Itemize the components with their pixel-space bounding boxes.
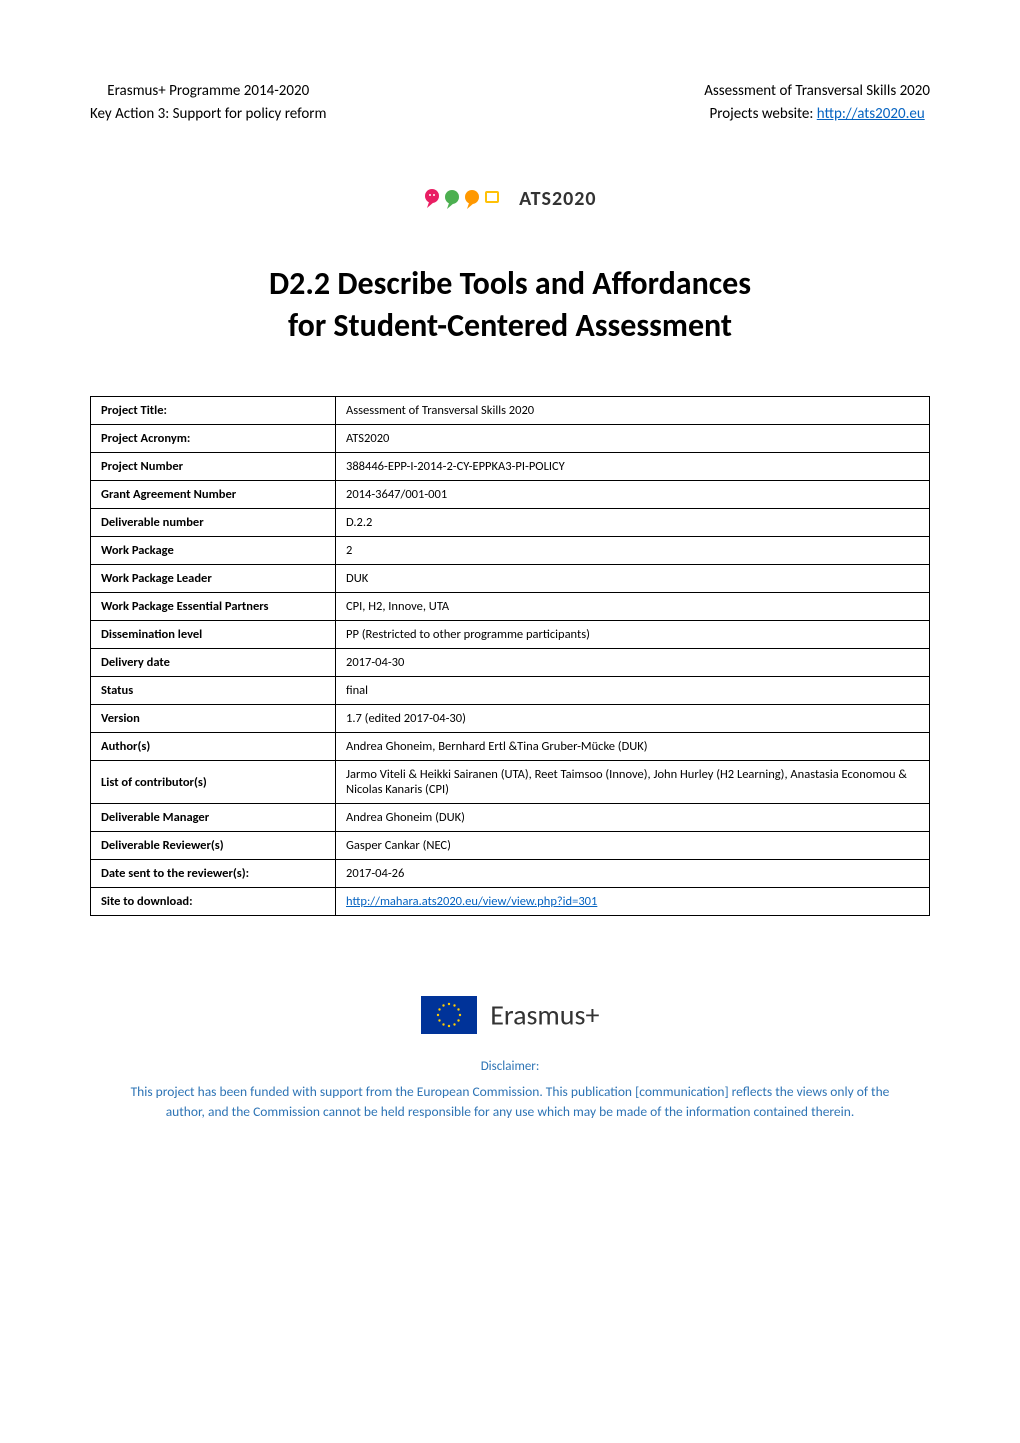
table-label: Project Title: [91, 397, 336, 425]
table-label: Status [91, 677, 336, 705]
table-value: 2017-04-26 [336, 860, 930, 888]
header-left: Erasmus+ Programme 2014-2020 Key Action … [90, 80, 326, 125]
table-value: 1.7 (edited 2017-04-30) [336, 705, 930, 733]
table-value: Andrea Ghoneim (DUK) [336, 804, 930, 832]
table-label: Grant Agreement Number [91, 481, 336, 509]
table-label: List of contributor(s) [91, 761, 336, 804]
table-label: Work Package Essential Partners [91, 593, 336, 621]
table-row: Version1.7 (edited 2017-04-30) [91, 705, 930, 733]
eu-flag-icon [421, 996, 477, 1034]
title-line2: for Student-Centered Assessment [288, 306, 732, 345]
table-label: Date sent to the reviewer(s): [91, 860, 336, 888]
table-value: Andrea Ghoneim, Bernhard Ertl &Tina Grub… [336, 733, 930, 761]
table-value: 388446-EPP-I-2014-2-CY-EPPKA3-PI-POLICY [336, 453, 930, 481]
table-row: Work Package Essential PartnersCPI, H2, … [91, 593, 930, 621]
table-value: final [336, 677, 930, 705]
table-label: Work Package [91, 537, 336, 565]
table-label: Author(s) [91, 733, 336, 761]
logo-text: ATS2020 [519, 187, 596, 211]
table-row: List of contributor(s)Jarmo Viteli & Hei… [91, 761, 930, 804]
table-row: Author(s)Andrea Ghoneim, Bernhard Ertl &… [91, 733, 930, 761]
ats2020-logo: ATS2020 [90, 185, 930, 213]
table-value: 2017-04-30 [336, 649, 930, 677]
table-value: D.2.2 [336, 509, 930, 537]
table-label: Deliverable Reviewer(s) [91, 832, 336, 860]
table-row: Deliverable numberD.2.2 [91, 509, 930, 537]
header-left-line2: Key Action 3: Support for policy reform [90, 103, 326, 126]
table-row: Project Number388446-EPP-I-2014-2-CY-EPP… [91, 453, 930, 481]
table-row: Statusfinal [91, 677, 930, 705]
table-value: Jarmo Viteli & Heikki Sairanen (UTA), Re… [336, 761, 930, 804]
table-value: Assessment of Transversal Skills 2020 [336, 397, 930, 425]
table-value: Gasper Cankar (NEC) [336, 832, 930, 860]
table-row: Grant Agreement Number2014-3647/001-001 [91, 481, 930, 509]
table-label: Site to download: [91, 888, 336, 916]
table-row: Project Acronym:ATS2020 [91, 425, 930, 453]
table-row: Deliverable Reviewer(s)Gasper Cankar (NE… [91, 832, 930, 860]
table-row: Work Package2 [91, 537, 930, 565]
header-right: Assessment of Transversal Skills 2020 Pr… [704, 80, 930, 125]
table-label: Work Package Leader [91, 565, 336, 593]
document-title: D2.2 Describe Tools and Affordances for … [90, 263, 930, 346]
table-value: PP (Restricted to other programme partic… [336, 621, 930, 649]
disclaimer-heading: Disclaimer: [90, 1059, 930, 1074]
header-right-line2: Projects website: http://ats2020.eu [704, 103, 930, 126]
table-value: ATS2020 [336, 425, 930, 453]
table-value: 2 [336, 537, 930, 565]
table-label: Project Acronym: [91, 425, 336, 453]
erasmus-logo: Erasmus+ [90, 996, 930, 1034]
disclaimer-text: This project has been funded with suppor… [90, 1082, 930, 1123]
table-value: CPI, H2, Innove, UTA [336, 593, 930, 621]
table-value: 2014-3647/001-001 [336, 481, 930, 509]
table-row: Project Title:Assessment of Transversal … [91, 397, 930, 425]
logo-bubbles-icon [424, 185, 504, 213]
table-label: Deliverable Manager [91, 804, 336, 832]
table-row: Site to download: http://mahara.ats2020.e… [91, 888, 930, 916]
title-line1: D2.2 Describe Tools and Affordances [269, 264, 751, 303]
header-right-line1: Assessment of Transversal Skills 2020 [704, 80, 930, 103]
table-label: Version [91, 705, 336, 733]
table-label: Dissemination level [91, 621, 336, 649]
table-label: Project Number [91, 453, 336, 481]
erasmus-text: Erasmus+ [490, 998, 599, 1033]
table-label: Delivery date [91, 649, 336, 677]
table-value: http://mahara.ats2020.eu/view/view.php?i… [336, 888, 930, 916]
header-left-line1: Erasmus+ Programme 2014-2020 [90, 80, 326, 103]
table-label: Deliverable number [91, 509, 336, 537]
table-row: Deliverable ManagerAndrea Ghoneim (DUK) [91, 804, 930, 832]
website-link[interactable]: http://ats2020.eu [817, 105, 925, 123]
table-row: Work Package LeaderDUK [91, 565, 930, 593]
project-info-table: Project Title:Assessment of Transversal … [90, 396, 930, 916]
document-header: Erasmus+ Programme 2014-2020 Key Action … [90, 80, 930, 125]
table-row: Delivery date2017-04-30 [91, 649, 930, 677]
table-row: Dissemination levelPP (Restricted to oth… [91, 621, 930, 649]
table-row: Date sent to the reviewer(s):2017-04-26 [91, 860, 930, 888]
header-right-prefix: Projects website: [710, 105, 817, 123]
download-link[interactable]: http://mahara.ats2020.eu/view/view.php?i… [346, 894, 597, 909]
table-value: DUK [336, 565, 930, 593]
